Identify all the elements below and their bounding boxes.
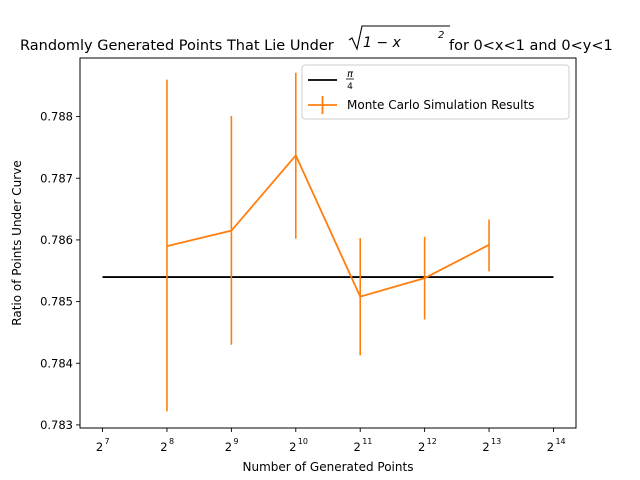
legend-pi-denominator: 4	[347, 82, 353, 92]
chart-title-suffix: for 0<x<1 and 0<y<1	[449, 38, 613, 54]
y-tick-label: 0.785	[40, 295, 73, 309]
legend: π 4 Monte Carlo Simulation Results	[301, 64, 570, 120]
x-tick-label: 2	[482, 440, 489, 454]
x-axis-label: Number of Generated Points	[243, 460, 414, 474]
x-tick-label: 2	[289, 440, 296, 454]
x-tick-label: 2	[354, 440, 361, 454]
legend-monte-carlo-label: Monte Carlo Simulation Results	[347, 98, 534, 112]
x-axis-ticks: 2 7 2 8 2 9 2 10 2 11 2 12 2 13 2 14	[96, 428, 566, 454]
legend-box	[301, 64, 570, 120]
x-tick-exponent: 10	[298, 437, 308, 446]
monte-carlo-series-line	[166, 154, 490, 298]
legend-pi-over-4-label: π 4	[346, 69, 354, 92]
x-tick-exponent: 12	[427, 437, 437, 446]
chart-title: Randomly Generated Points That Lie Under…	[20, 25, 613, 54]
y-tick-label: 0.784	[40, 356, 73, 370]
y-tick-label: 0.787	[40, 171, 73, 185]
plot-layer	[102, 72, 554, 412]
x-tick-exponent: 9	[233, 437, 238, 446]
chart-title-prefix: Randomly Generated Points That Lie Under	[20, 38, 334, 54]
y-axis-ticks: 0.783 0.784 0.785 0.786 0.787 0.788	[40, 110, 80, 432]
y-tick-label: 0.783	[40, 418, 73, 432]
x-tick-exponent: 13	[491, 437, 501, 446]
axes-frame	[79, 57, 577, 429]
x-tick-exponent: 14	[555, 437, 565, 446]
y-axis-label: Ratio of Points Under Curve	[10, 160, 24, 325]
x-tick-label: 2	[547, 440, 554, 454]
y-tick-label: 0.786	[40, 233, 73, 247]
x-tick-label: 2	[418, 440, 425, 454]
title-sqrt-exponent: 2	[438, 30, 444, 41]
title-sqrt-symbol: 1 − x 2	[348, 25, 450, 51]
x-tick-label: 2	[160, 440, 167, 454]
x-tick-label: 2	[96, 440, 103, 454]
title-sqrt-expression: 1 − x	[363, 35, 402, 51]
x-tick-label: 2	[225, 440, 232, 454]
legend-pi-numerator: π	[347, 69, 354, 80]
x-tick-exponent: 11	[362, 437, 372, 446]
x-tick-exponent: 8	[169, 437, 174, 446]
x-tick-exponent: 7	[105, 437, 110, 446]
y-tick-label: 0.788	[40, 110, 73, 124]
